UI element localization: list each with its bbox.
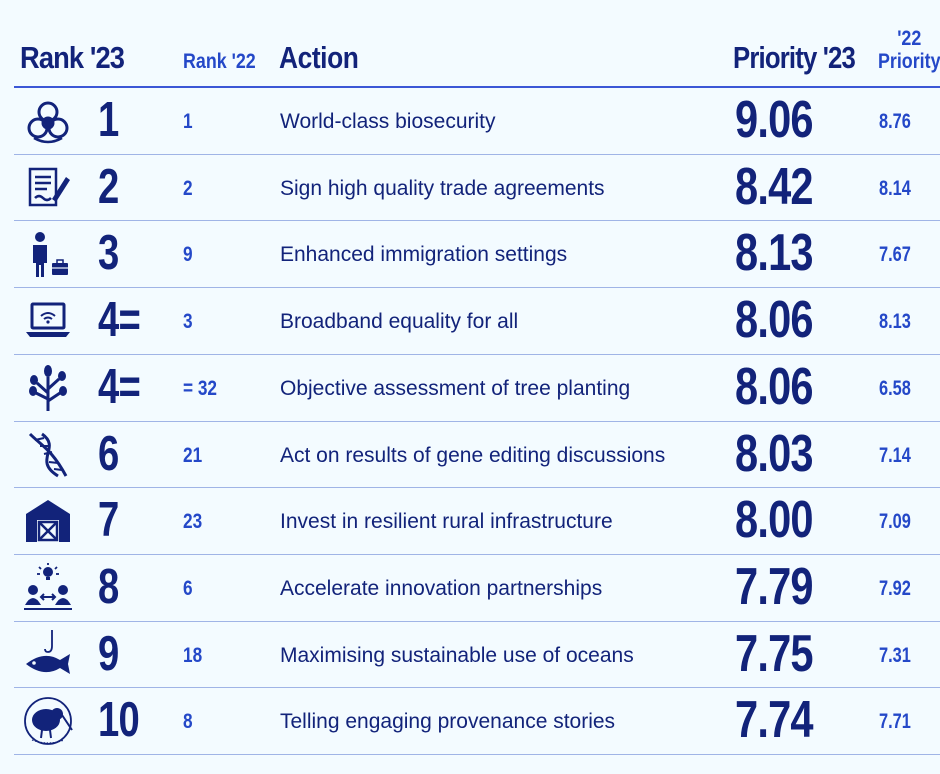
header-priority-23: Priority '23: [733, 40, 856, 75]
row-divider: [14, 287, 940, 289]
priority-2023: 9.06: [735, 91, 814, 149]
row-divider: [14, 487, 940, 489]
priority-2023: 7.74: [735, 691, 814, 750]
action-text: Broadband equality for all: [280, 310, 519, 334]
action-text: Maximising sustainable use of oceans: [280, 643, 634, 667]
rank-2022: = 32: [183, 376, 218, 400]
header-rank-22: Rank '22: [183, 50, 256, 73]
priority-2022: 7.71: [879, 710, 911, 734]
action-text: Objective assessment of tree planting: [280, 376, 631, 400]
table-row: 10 8 Telling engaging provenance stories 7.…: [0, 688, 940, 755]
action-text: Accelerate innovation partnerships: [280, 576, 603, 600]
rank-2022: 2: [183, 176, 193, 200]
barn-icon: [22, 496, 74, 546]
priority-2022: 7.67: [879, 243, 911, 267]
priority-2023: 8.42: [735, 157, 814, 216]
rank-2022: 1: [183, 110, 193, 133]
rank-2023: 9: [98, 626, 119, 681]
header-action: Action: [279, 40, 359, 75]
table-row: 4= = 32 Objective assessment of tree plant…: [0, 355, 940, 422]
action-text: Act on results of gene editing discussio…: [280, 443, 666, 467]
rank-2023: 6: [98, 426, 119, 481]
row-divider: [14, 620, 940, 622]
action-text: Invest in resilient rural infrastructure: [280, 510, 613, 534]
priority-2022: 7.14: [879, 443, 911, 467]
priority-2023: 8.03: [735, 424, 814, 483]
tree-icon: [22, 363, 74, 413]
rank-2023: 7: [98, 493, 119, 548]
rank-2023: 1: [98, 93, 119, 147]
traveller-luggage-icon: [22, 229, 74, 279]
rank-2022: 18: [183, 643, 203, 667]
header-priority-22: '22 Priority: [878, 27, 940, 73]
header-rank-23: Rank '23: [20, 40, 125, 75]
row-divider: [14, 553, 940, 555]
priority-2022: 7.92: [879, 576, 911, 600]
priority-2023: 8.06: [735, 357, 814, 416]
rank-2022: 23: [183, 510, 203, 534]
priority-2023: 7.75: [735, 624, 814, 683]
table-row: 1 1 World-class biosecurity 9.06 8.76: [0, 88, 940, 155]
table-row: 4= 3 Broadband equality for all 8.06 8.13: [0, 288, 940, 355]
row-divider: [14, 153, 940, 155]
table-row: 3 9 Enhanced immigration settings 8.13 7.67: [0, 221, 940, 288]
table-header: Rank '23 Rank '22 Action Priority '23 '2…: [0, 0, 940, 88]
rank-2022: 8: [183, 710, 193, 734]
table-row: 2 2 Sign high quality trade agreements 8.42…: [0, 155, 940, 222]
laptop-wifi-icon: [22, 296, 74, 346]
action-text: World-class biosecurity: [280, 110, 496, 133]
biohazard-icon: [22, 96, 74, 146]
rank-2023: 2: [98, 159, 119, 214]
dna-icon: [22, 430, 74, 480]
row-divider: [14, 687, 940, 689]
action-text: Enhanced immigration settings: [280, 243, 568, 267]
action-text: Sign high quality trade agreements: [280, 176, 605, 200]
priority-2023: 8.06: [735, 291, 814, 350]
idea-partnership-icon: [22, 562, 74, 613]
table-row: 6 21 Act on results of gene editing discus…: [0, 422, 940, 489]
header-divider: [14, 86, 940, 88]
kiwi-bird-icon: [22, 696, 74, 746]
row-divider: [14, 220, 940, 222]
priority-2023: 8.00: [735, 491, 814, 550]
priority-2022: 8.13: [879, 310, 911, 334]
rank-2023: 10: [98, 693, 140, 748]
priority-2022: 7.31: [879, 643, 911, 667]
rank-2023: 3: [98, 226, 119, 281]
priority-2022: 8.76: [879, 110, 911, 133]
header-priority-22-line2: Priority: [878, 50, 940, 73]
priority-2022: 6.58: [879, 376, 911, 400]
row-divider: [14, 353, 940, 355]
table-row: 8 6 Accelerate innovation partnerships 7.79…: [0, 555, 940, 622]
rank-2023: 8: [98, 559, 119, 614]
rank-2023: 4=: [98, 359, 141, 414]
fish-hook-icon: [22, 629, 74, 680]
rank-2022: 6: [183, 576, 193, 600]
action-text: Telling engaging provenance stories: [280, 710, 616, 734]
table-row: 7 23 Invest in resilient rural infrastruct…: [0, 488, 940, 555]
priority-2023: 8.13: [735, 224, 814, 283]
rank-2022: 9: [183, 243, 193, 267]
priority-2023: 7.79: [735, 557, 814, 616]
rank-2023: 4=: [98, 293, 141, 348]
table-row: 9 18 Maximising sustainable use of oceans 7…: [0, 622, 940, 689]
priority-2022: 8.14: [879, 176, 911, 200]
document-sign-icon: [22, 163, 74, 213]
rank-2022: 21: [183, 443, 203, 467]
row-divider: [14, 420, 940, 422]
priority-2022: 7.09: [879, 510, 911, 534]
row-divider: [14, 754, 940, 755]
rank-2022: 3: [183, 310, 193, 334]
header-priority-22-line1: '22: [897, 27, 922, 50]
